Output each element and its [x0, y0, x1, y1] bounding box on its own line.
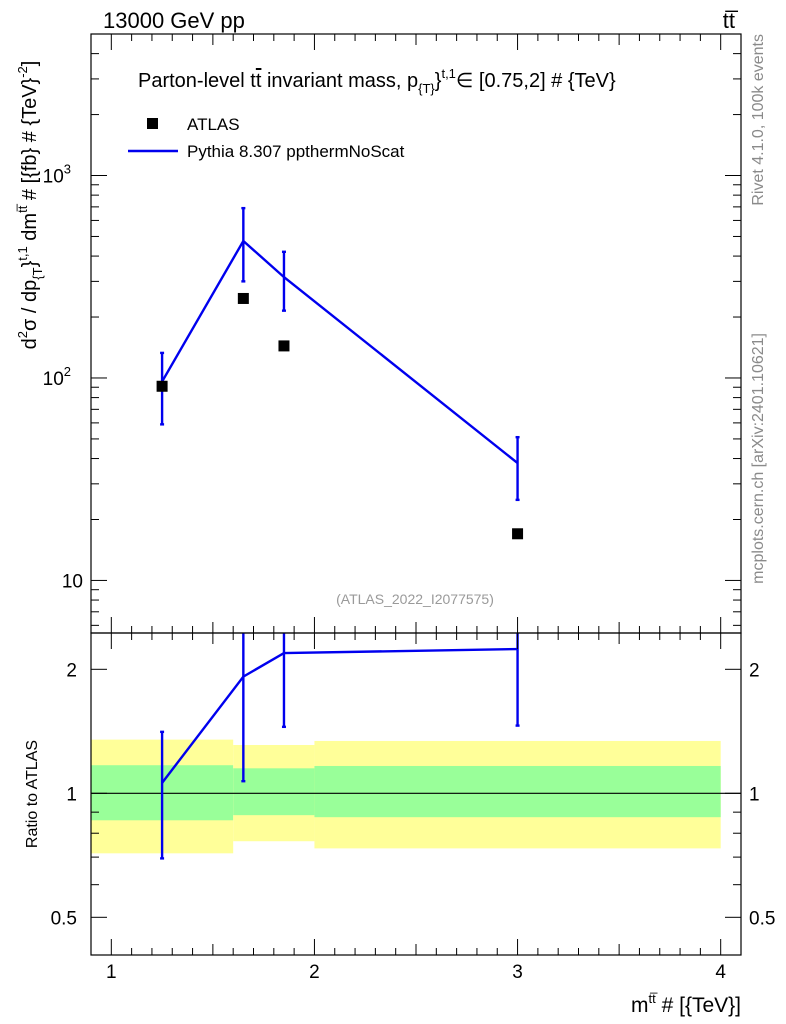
- ratio-band-inner: [233, 768, 315, 816]
- main-y-tick-exponent: 2: [64, 364, 71, 379]
- ylabel-part-sup-tt: tt̅: [15, 204, 30, 213]
- ratio-y-tick-label-left: 1: [66, 784, 77, 805]
- x-tick-label: 4: [715, 962, 726, 983]
- main-y-tick-label: 10: [62, 571, 83, 592]
- header-left: 13000 GeV pp: [103, 8, 245, 33]
- main-panel: Parton-level tt invariant mass, p{T}}t,1…: [15, 33, 742, 634]
- ylabel-part-rest: # [{fb} # {TeV}: [19, 77, 41, 205]
- atlas-data-point: [156, 380, 168, 392]
- ylabel-part-br: }: [19, 260, 41, 267]
- main-y-axis-label: d2σ / dp{T}t,1 dmtt̅ # [{fb} # {TeV}-2]: [15, 61, 45, 350]
- main-series-layer: [156, 206, 524, 540]
- main-y-tick-label: 102: [43, 364, 71, 390]
- ylabel-part-subT: {T: [30, 267, 45, 279]
- legend-pythia-label: Pythia 8.307 ppthermNoScat: [187, 142, 405, 161]
- legend-atlas-marker: [147, 118, 158, 129]
- ratio-bands-layer: [91, 739, 721, 854]
- ratio-series-layer: [160, 633, 520, 860]
- title-part-post1: }: [435, 70, 442, 92]
- analysis-watermark: (ATLAS_2022_I2077575): [336, 591, 494, 607]
- ylabel-part-dm: dm: [19, 213, 41, 246]
- atlas-data-point: [512, 528, 524, 540]
- ratio-panel: 0.5 0.5 1 1 2 2 1 2 3 4 Ratio to ATLAS mtt̅ # [{T…: [24, 632, 775, 1017]
- side-label-mcplots: mcplots.cern.ch [arXiv:2401.10621]: [750, 333, 767, 584]
- ratio-ticks-layer: 0.5 0.5 1 1 2 2 1 2 3 4: [51, 633, 775, 983]
- main-y-tick-exponent: 3: [64, 162, 71, 177]
- ratio-y-tick-label-right: 2: [749, 660, 760, 681]
- side-label-rivet: Rivet 4.1.0, 100k events: [750, 34, 767, 206]
- x-tick-label: 2: [309, 962, 320, 983]
- atlas-data-point: [278, 340, 290, 352]
- main-y-tick-label: 103: [43, 162, 71, 188]
- ratio-y-tick-label-right: 1: [749, 784, 760, 805]
- ratio-plot-frame: [90, 632, 742, 956]
- ylabel-part-close: ]: [19, 61, 41, 67]
- title-part-sup: t,1: [441, 66, 455, 81]
- main-y-tick-base: 10: [43, 167, 64, 188]
- xlabel-part-m: m: [631, 994, 649, 1017]
- x-tick-label: 3: [512, 962, 523, 983]
- ratio-y-axis-label: Ratio to ATLAS: [24, 740, 41, 848]
- title-part-mid: invariant mass, p: [261, 70, 418, 92]
- ratio-y-tick-label-left: 2: [66, 660, 77, 681]
- x-axis-label: mtt̅ # [{TeV}]: [631, 991, 741, 1017]
- main-y-tick-base: 10: [43, 369, 64, 390]
- ratio-pythia-line: [161, 647, 518, 784]
- pythia-line: [161, 239, 519, 464]
- atlas-data-point: [237, 292, 249, 304]
- header-right: tt̅: [723, 8, 739, 33]
- ylabel-part-d: d: [19, 338, 41, 349]
- x-tick-label: 1: [106, 962, 117, 983]
- legend-atlas-label: ATLAS: [187, 115, 240, 134]
- title-part-tbar: t: [256, 70, 262, 92]
- ylabel-part-sup2: 2: [15, 331, 30, 338]
- title-part-pre: Parton-level t: [138, 70, 256, 92]
- ylabel-part-sig: σ / dp: [19, 280, 41, 331]
- main-title: Parton-level tt invariant mass, p{T}}t,1…: [138, 66, 616, 96]
- ratio-y-tick-label-left: 0.5: [51, 908, 77, 929]
- title-part-sub: {T}: [418, 81, 435, 96]
- xlabel-part-rest: # [{TeV}]: [656, 994, 741, 1017]
- title-part-post2: ∈ [0.75,2] # {TeV}: [456, 70, 616, 92]
- xlabel-part-sup: tt̅: [649, 991, 658, 1006]
- ratio-band-inner: [314, 765, 721, 818]
- ylabel-part-sup-t1: t,1: [15, 246, 30, 260]
- ratio-y-tick-label-right: 0.5: [749, 908, 775, 929]
- ylabel-part-sup-m2: -2: [15, 66, 30, 78]
